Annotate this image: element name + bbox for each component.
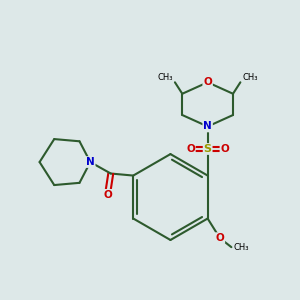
Text: O: O [103, 190, 112, 200]
Text: S: S [204, 144, 212, 154]
Text: N: N [203, 122, 212, 131]
Text: N: N [86, 157, 95, 167]
Text: CH₃: CH₃ [233, 243, 249, 252]
Text: CH₃: CH₃ [158, 73, 173, 82]
Text: O: O [220, 144, 229, 154]
Text: O: O [215, 233, 224, 243]
Text: O: O [186, 144, 195, 154]
Text: O: O [203, 77, 212, 87]
Text: CH₃: CH₃ [242, 73, 257, 82]
